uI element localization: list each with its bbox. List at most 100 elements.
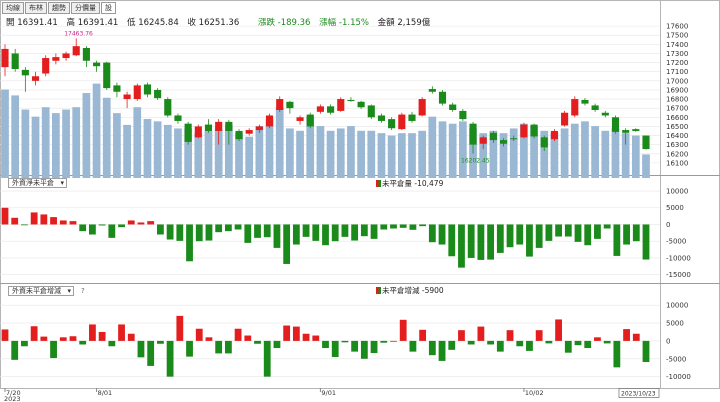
volume-bar xyxy=(601,130,610,178)
oi-change-bar xyxy=(331,340,339,357)
candle-body xyxy=(93,62,101,67)
net-oi-bar xyxy=(438,224,446,245)
oi-change-bar xyxy=(195,328,203,341)
tab-settings[interactable]: 設 xyxy=(101,2,116,14)
candle-body xyxy=(154,89,162,99)
candle-body xyxy=(357,101,365,108)
oi-change-bar xyxy=(526,340,533,351)
volume-bar xyxy=(631,135,640,178)
candle-body xyxy=(469,123,477,145)
net-oi-bar xyxy=(108,224,116,238)
volume-bar xyxy=(62,109,70,178)
legend-swatch xyxy=(376,180,381,187)
candle-body xyxy=(591,105,599,110)
oi-change-bar xyxy=(224,340,232,354)
candle-body xyxy=(418,99,426,116)
net-oi-bar xyxy=(224,224,232,232)
oi-change-bar xyxy=(496,340,504,352)
oi-change-bar xyxy=(545,340,553,344)
tab-moving-average[interactable]: 均線 xyxy=(2,2,24,14)
volume-bar xyxy=(174,128,182,178)
net-oi-bar xyxy=(458,224,465,268)
net-oi-bar xyxy=(186,224,193,262)
price-tick-label: 16500 xyxy=(666,123,688,131)
oi-change-bar xyxy=(516,340,524,347)
volume-bar xyxy=(336,128,345,178)
volume-bar xyxy=(306,116,315,178)
net-oi-bar xyxy=(11,217,19,225)
oi-change-bar xyxy=(642,340,650,362)
oi-change-bar xyxy=(312,335,320,341)
volume-bar xyxy=(347,126,355,178)
oi-change-bar xyxy=(594,337,601,341)
candle-body xyxy=(174,115,182,121)
oi-change-tick-label: 0 xyxy=(666,337,670,345)
volume-bar xyxy=(194,133,203,178)
oi-change-bar xyxy=(370,340,378,354)
candle-body xyxy=(479,137,487,144)
panel3-legend-value: -5900 xyxy=(421,286,444,295)
panel3-legend: 未平倉增減 -5900 xyxy=(376,285,444,296)
candle-body xyxy=(276,99,284,110)
price-tick-label: 16200 xyxy=(666,150,688,158)
panel2-indicator-select[interactable]: 外資淨未平倉 xyxy=(8,178,67,188)
candle-body xyxy=(601,112,609,116)
oi-change-bar xyxy=(458,330,465,341)
candle-body xyxy=(530,124,538,137)
candle-body xyxy=(347,99,355,101)
oi-change-bar xyxy=(438,340,446,361)
volume-bar xyxy=(296,130,304,178)
net-oi-bar xyxy=(584,224,592,246)
net-oi-bar xyxy=(448,224,456,257)
net-oi-bar xyxy=(594,224,601,239)
panel3-indicator-select[interactable]: 外資未平倉增減 xyxy=(8,286,74,296)
price-tick-label: 17500 xyxy=(666,32,688,40)
volume-bar xyxy=(245,136,254,178)
volume-bar xyxy=(611,128,620,178)
candle-body xyxy=(123,94,131,100)
oi-change-bar xyxy=(351,340,359,352)
toolbar-tabs: 均線 布林 趨勢 分價量 設 xyxy=(2,2,117,14)
tab-trend[interactable]: 趨勢 xyxy=(48,2,70,14)
oi-change-bar xyxy=(390,340,397,342)
volume-bar xyxy=(448,123,457,178)
price-tick-label: 16600 xyxy=(666,114,688,122)
candle-body xyxy=(388,119,396,129)
tab-volume-profile[interactable]: 分價量 xyxy=(71,2,100,14)
net-oi-bar xyxy=(370,224,378,239)
candle-body xyxy=(459,110,467,120)
net-oi-bar xyxy=(399,224,407,228)
x-tick-label: 9/01 xyxy=(321,389,336,397)
x-year-label: 2023 xyxy=(4,395,21,402)
net-oi-bar xyxy=(127,220,135,225)
net-oi-bar xyxy=(50,217,57,225)
net-oi-bar xyxy=(147,221,155,225)
volume-bar xyxy=(113,113,121,178)
price-tick-label: 17400 xyxy=(666,41,688,49)
net-oi-bar xyxy=(79,224,87,232)
help-icon[interactable]: ? xyxy=(81,287,85,295)
net-oi-bar xyxy=(506,224,514,248)
oi-change-tick-label: -5000 xyxy=(666,355,686,363)
oi-change-bar xyxy=(322,340,329,349)
volume-bar xyxy=(235,133,243,178)
candle-body xyxy=(510,138,518,140)
volume-bar xyxy=(438,121,447,178)
candle-body xyxy=(103,62,111,89)
net-oi-bar xyxy=(545,224,553,241)
oi-change-bar xyxy=(477,326,485,341)
volume-bar xyxy=(418,130,427,178)
oi-change-bar xyxy=(89,324,96,341)
candle-body xyxy=(31,76,40,81)
candle-body xyxy=(21,69,29,76)
candle-body xyxy=(143,84,152,95)
tab-bollinger[interactable]: 布林 xyxy=(25,2,47,14)
candle-body xyxy=(550,130,558,140)
low-value: 低 16245.84 xyxy=(126,18,179,28)
panel2-legend-value: -10,479 xyxy=(414,179,444,188)
pct-value: 漲幅 -1.15% xyxy=(319,18,369,28)
net-oi-bar xyxy=(156,224,164,235)
net-oi-bar xyxy=(40,214,48,225)
open-value: 開 16391.41 xyxy=(6,18,58,28)
price-tick-label: 17600 xyxy=(666,23,688,31)
